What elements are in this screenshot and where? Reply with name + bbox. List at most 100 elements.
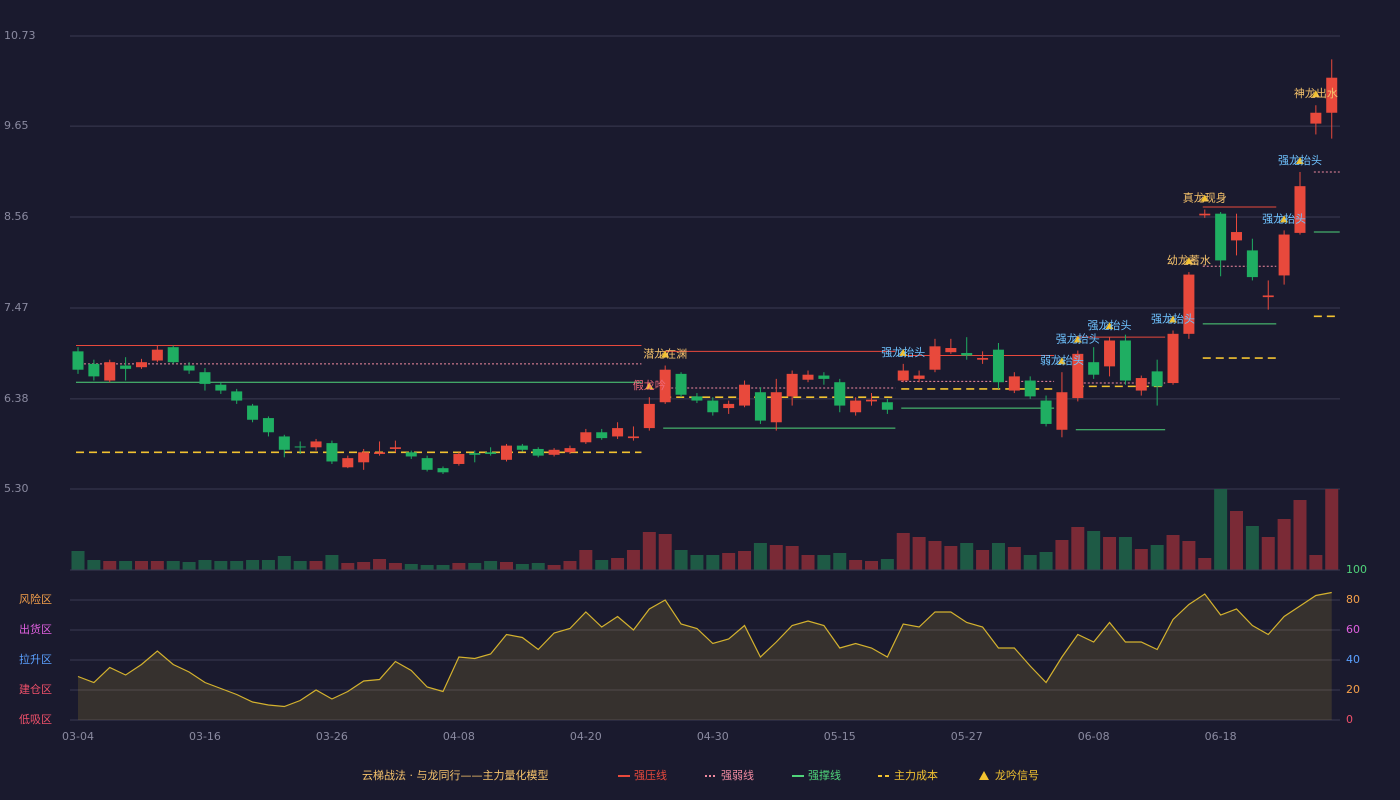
signal-label: 强龙抬头 <box>881 345 925 359</box>
volume-bar <box>1166 535 1180 570</box>
volume-bar <box>817 555 831 570</box>
signal-marker <box>1184 257 1193 265</box>
x-tick-label: 04-08 <box>443 730 475 743</box>
signal-label: 强龙抬头 <box>1278 153 1322 167</box>
volume-bar <box>420 565 434 570</box>
volume-bar <box>912 537 926 570</box>
x-tick-label: 03-04 <box>62 730 94 743</box>
legend-label: 龙吟信号 <box>995 768 1039 782</box>
volume-bar <box>769 545 783 570</box>
volume-bar <box>928 541 942 570</box>
volume-bar <box>1118 537 1132 570</box>
x-tick-label: 04-30 <box>697 730 729 743</box>
y-tick-label: 0 <box>1346 713 1353 726</box>
candle-body <box>1151 371 1163 387</box>
legend-label: 强弱线 <box>721 768 754 782</box>
volume-bar <box>404 564 418 570</box>
volume-bar <box>801 555 815 570</box>
candle-body <box>897 370 909 381</box>
candle-body <box>1119 340 1131 381</box>
signal-label: 潜龙在渊 <box>643 347 687 361</box>
volume-bar <box>595 560 609 570</box>
candle-body <box>1056 392 1068 430</box>
volume-bar <box>388 563 402 570</box>
oscillator-line <box>77 591 1332 708</box>
volume-bar <box>1245 526 1259 570</box>
candle-body <box>691 396 703 401</box>
volume-bar <box>1309 555 1323 570</box>
volume-bar <box>230 561 244 570</box>
y-tick-label: 7.47 <box>4 301 29 314</box>
signal-marker <box>1280 215 1289 223</box>
candle-body <box>1215 213 1227 261</box>
volume-bar <box>738 551 752 570</box>
volume-bar <box>1039 552 1053 570</box>
volume-bar <box>436 565 450 570</box>
volume-bar <box>865 561 878 570</box>
candle-body <box>1231 232 1243 241</box>
volume-bar <box>1261 537 1275 570</box>
volume-bar <box>499 562 513 570</box>
candle-body <box>120 365 132 369</box>
volume-bar <box>1277 519 1291 570</box>
legend-label: 强撑线 <box>808 768 841 782</box>
signal-label: 弱龙抬头 <box>1040 353 1084 367</box>
volume-bar <box>563 561 577 570</box>
y-tick-label: 6.38 <box>4 392 29 405</box>
volume-bar <box>87 560 101 570</box>
volume-bar <box>1182 541 1196 570</box>
candle-body <box>247 405 259 420</box>
candle-body <box>151 349 163 361</box>
y-tick-label: 8.56 <box>4 210 29 223</box>
volume-bar <box>277 556 291 570</box>
volume-bar <box>1134 549 1148 570</box>
candle-body <box>1294 186 1306 233</box>
volume-bar <box>1103 537 1117 570</box>
candle-body <box>294 446 306 448</box>
candle-body <box>977 358 989 360</box>
candle-body <box>358 452 370 463</box>
volume-bar <box>468 563 482 570</box>
candle-body <box>643 403 655 429</box>
volume-bar <box>1071 527 1085 570</box>
volume-bar <box>849 560 863 570</box>
candle-body <box>231 391 243 401</box>
volume-bar <box>309 561 323 570</box>
volume-bar <box>214 561 228 570</box>
y-tick-label: 10.73 <box>4 29 36 42</box>
volume-bar <box>753 543 767 570</box>
candle-body <box>310 441 322 448</box>
volume-bar <box>896 533 910 570</box>
volume-bar <box>1325 489 1339 570</box>
volume-bar <box>706 555 720 570</box>
candle-body <box>881 402 893 410</box>
x-tick-label: 03-16 <box>189 730 221 743</box>
x-tick-label: 05-15 <box>824 730 856 743</box>
volume-bar <box>246 560 260 570</box>
volume-bar <box>166 561 180 570</box>
candle-body <box>72 351 84 370</box>
candle-body <box>1183 274 1195 334</box>
signal-label: 强龙抬头 <box>1262 211 1306 225</box>
candle-body <box>548 449 560 455</box>
candle-body <box>564 448 576 453</box>
candle-body <box>342 458 354 468</box>
signal-marker <box>1073 335 1082 343</box>
volume-bar <box>611 558 625 570</box>
zone-label: 拉升区 <box>19 652 52 666</box>
y-tick-label: 9.65 <box>4 119 29 132</box>
volume-bar <box>182 562 196 570</box>
legend-title: 云梯战法 · 与龙同行——主力量化模型 <box>362 768 549 782</box>
candle-body <box>1167 333 1179 384</box>
candle-body <box>1246 250 1258 278</box>
zone-label: 风险区 <box>19 592 52 606</box>
volume-bar <box>880 559 894 570</box>
candle-body <box>929 346 941 370</box>
candle-body <box>167 347 179 363</box>
candle-body <box>1199 213 1211 216</box>
candle-body <box>485 452 497 454</box>
y-tick-label: 5.30 <box>4 482 29 495</box>
candle-body <box>1310 112 1322 124</box>
candle-body <box>1104 340 1116 367</box>
